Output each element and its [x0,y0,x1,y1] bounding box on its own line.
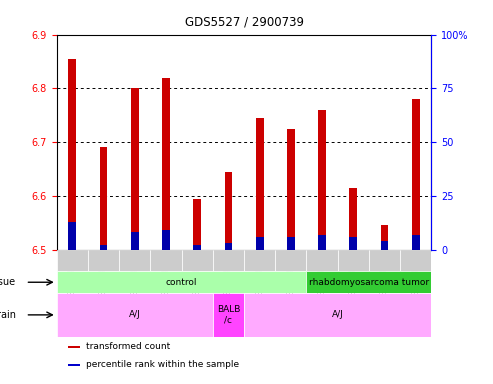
Bar [162,230,170,250]
Bar [381,225,388,250]
Bar [275,250,307,271]
Text: tissue: tissue [0,277,16,287]
Bar [318,235,326,250]
Text: percentile rank within the sample: percentile rank within the sample [86,360,239,369]
Bar [193,199,201,250]
Text: rhabdomyosarcoma tumor: rhabdomyosarcoma tumor [309,278,429,287]
Bar [119,250,150,271]
Bar [307,250,338,271]
Bar [57,250,88,271]
Bar [224,172,232,250]
Bar [287,129,295,250]
Bar [162,78,170,250]
Bar [88,250,119,271]
Bar [287,237,295,250]
Bar [400,250,431,271]
Bar [369,250,400,271]
Bar [68,364,80,366]
Bar [69,222,76,250]
Bar [350,237,357,250]
Bar [256,118,264,250]
Bar [68,346,80,348]
Bar [224,243,232,250]
Bar [181,250,213,271]
Text: A/J: A/J [129,310,141,319]
Bar [193,245,201,250]
Bar [57,271,307,293]
Bar [150,250,181,271]
Bar [350,188,357,250]
Bar [412,235,420,250]
Bar [131,232,139,250]
Text: A/J: A/J [332,310,344,319]
Bar [412,99,420,250]
Bar [318,110,326,250]
Bar [213,293,244,337]
Bar [244,293,431,337]
Bar [381,241,388,250]
Text: BALB
/c: BALB /c [217,305,240,324]
Bar [69,59,76,250]
Text: transformed count: transformed count [86,342,170,351]
Text: GDS5527 / 2900739: GDS5527 / 2900739 [184,16,304,29]
Bar [213,250,244,271]
Bar [244,250,275,271]
Bar [57,293,213,337]
Text: control: control [166,278,197,287]
Text: strain: strain [0,310,16,320]
Bar [100,245,107,250]
Bar [338,250,369,271]
Bar [307,271,431,293]
Bar [100,147,107,250]
Bar [256,237,264,250]
Bar [131,88,139,250]
